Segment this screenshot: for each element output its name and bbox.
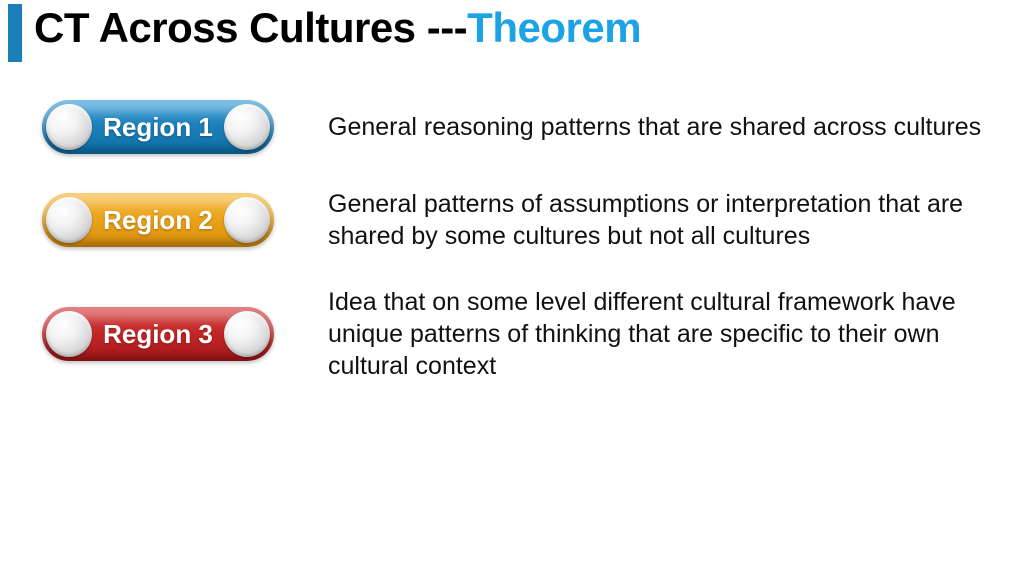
region-label: Region 2 — [103, 205, 213, 236]
region-label: Region 3 — [103, 319, 213, 350]
region-label: Region 1 — [103, 112, 213, 143]
region-pill-2: Region 2 — [42, 193, 274, 247]
region-description: Idea that on some level different cultur… — [282, 286, 1014, 382]
title-accent-bar — [8, 4, 22, 62]
title-dashes: --- — [427, 4, 467, 51]
pill-container: Region 2 — [42, 193, 282, 247]
pill-container: Region 3 — [42, 307, 282, 361]
page-title: CT Across Cultures ---Theorem — [34, 4, 641, 52]
title-highlight: Theorem — [467, 4, 641, 51]
region-description: General patterns of assumptions or inter… — [282, 188, 1014, 252]
pill-container: Region 1 — [42, 100, 282, 154]
region-pill-3: Region 3 — [42, 307, 274, 361]
region-row: Region 3 Idea that on some level differe… — [42, 286, 1014, 382]
title-main: CT Across Cultures — [34, 4, 427, 51]
region-list: Region 1 General reasoning patterns that… — [42, 100, 1014, 416]
region-description: General reasoning patterns that are shar… — [282, 111, 1014, 143]
region-row: Region 2 General patterns of assumptions… — [42, 188, 1014, 252]
region-row: Region 1 General reasoning patterns that… — [42, 100, 1014, 154]
region-pill-1: Region 1 — [42, 100, 274, 154]
